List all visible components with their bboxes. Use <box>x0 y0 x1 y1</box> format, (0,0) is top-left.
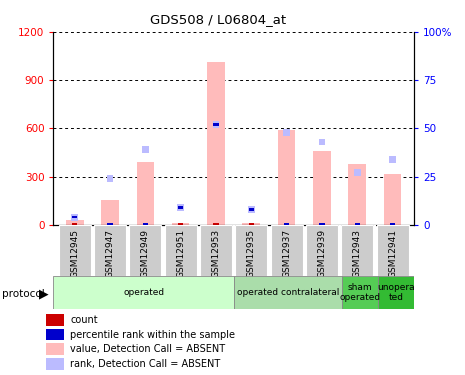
Bar <box>249 209 254 211</box>
Bar <box>377 225 409 276</box>
Bar <box>213 223 219 225</box>
Text: GSM12939: GSM12939 <box>318 229 326 278</box>
Bar <box>72 214 78 220</box>
Bar <box>213 121 219 128</box>
Bar <box>284 223 289 225</box>
Bar <box>143 223 148 225</box>
Bar <box>306 225 338 276</box>
Bar <box>271 225 303 276</box>
Bar <box>178 223 183 225</box>
Bar <box>107 223 113 225</box>
Text: sham
operated: sham operated <box>339 283 380 302</box>
Text: percentile rank within the sample: percentile rank within the sample <box>71 330 235 340</box>
Text: GSM12951: GSM12951 <box>176 229 185 278</box>
Bar <box>46 344 64 355</box>
Text: GDS508 / L06804_at: GDS508 / L06804_at <box>151 13 286 26</box>
Bar <box>384 174 401 225</box>
Bar <box>46 358 64 369</box>
Bar <box>142 146 148 153</box>
Bar <box>72 216 77 218</box>
Bar <box>390 223 395 225</box>
Bar <box>284 129 290 136</box>
Bar <box>355 223 360 225</box>
Text: GSM12935: GSM12935 <box>247 229 256 278</box>
Bar <box>101 200 119 225</box>
Bar <box>207 63 225 225</box>
Bar <box>200 225 232 276</box>
Text: GSM12947: GSM12947 <box>106 229 114 278</box>
Text: GSM12945: GSM12945 <box>70 229 79 278</box>
Bar <box>53 276 234 309</box>
Text: operated contralateral: operated contralateral <box>237 288 339 297</box>
Bar <box>319 223 325 225</box>
Bar <box>234 276 342 309</box>
Bar <box>72 223 77 225</box>
Bar <box>342 276 378 309</box>
Bar <box>249 223 254 225</box>
Bar <box>129 225 161 276</box>
Bar <box>390 223 395 225</box>
Text: ▶: ▶ <box>40 288 49 301</box>
Bar <box>137 162 154 225</box>
Bar <box>348 164 366 225</box>
Bar <box>278 130 295 225</box>
Bar <box>341 225 373 276</box>
Bar <box>165 225 197 276</box>
Bar <box>172 224 190 225</box>
Bar <box>94 225 126 276</box>
Text: value, Detection Call = ABSENT: value, Detection Call = ABSENT <box>71 344 226 354</box>
Bar <box>46 314 64 326</box>
Text: count: count <box>71 315 98 325</box>
Bar <box>354 170 360 176</box>
Bar <box>319 139 325 146</box>
Text: rank, Detection Call = ABSENT: rank, Detection Call = ABSENT <box>71 359 221 369</box>
Bar <box>355 223 360 225</box>
Bar <box>248 206 254 213</box>
Text: operated: operated <box>123 288 164 297</box>
Text: GSM12941: GSM12941 <box>388 229 397 278</box>
Text: GSM12943: GSM12943 <box>353 229 362 278</box>
Text: GSM12949: GSM12949 <box>141 229 150 278</box>
Bar <box>107 223 113 225</box>
Text: unopera
ted: unopera ted <box>377 283 415 302</box>
Bar <box>143 223 148 225</box>
Bar <box>319 223 325 225</box>
Bar <box>66 220 84 225</box>
Text: GSM12953: GSM12953 <box>212 229 220 278</box>
Bar <box>284 223 289 225</box>
Bar <box>390 156 396 163</box>
Bar <box>59 225 91 276</box>
Bar <box>313 151 331 225</box>
Bar <box>107 175 113 182</box>
Text: GSM12937: GSM12937 <box>282 229 291 278</box>
Bar <box>213 123 219 126</box>
Bar <box>178 207 183 209</box>
Text: protocol: protocol <box>2 290 45 299</box>
Bar <box>378 276 414 309</box>
Bar <box>178 204 184 211</box>
Bar <box>242 224 260 225</box>
Bar <box>235 225 267 276</box>
Bar <box>46 329 64 340</box>
